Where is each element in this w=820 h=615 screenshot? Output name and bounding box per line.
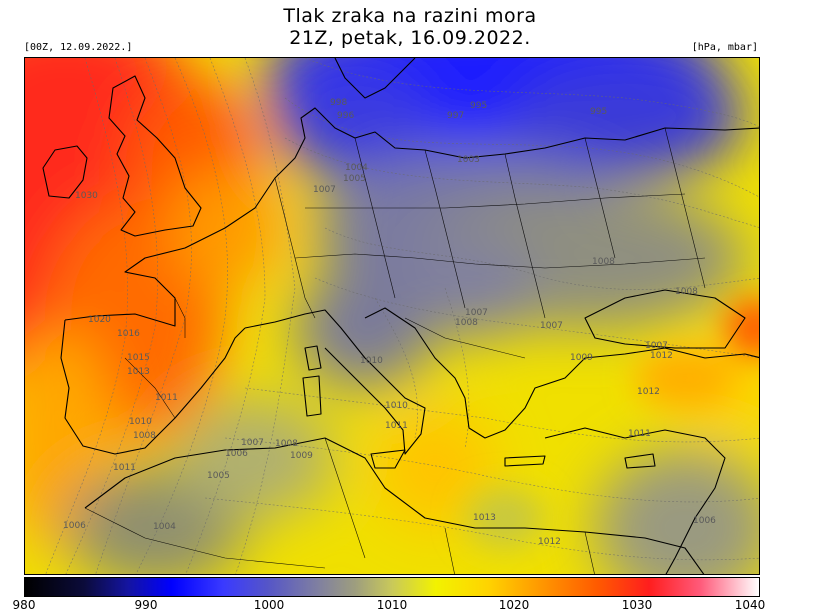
isobar-label: 1003 [457,155,480,165]
isobar-label: 1006 [225,449,248,459]
isobar-label: 1004 [345,163,368,173]
isobar-label: 1011 [155,393,178,403]
isobar-label: 1004 [153,522,176,532]
pressure-map-svg: 998 996 997 995 995 1004 1005 1003 1007 … [25,58,759,574]
isobar-label: 1010 [360,356,383,366]
isobar-label: 1008 [133,431,156,441]
colorbar-tick: 1040 [734,598,766,612]
isobar-label: 1010 [385,401,408,411]
isobar-label: 1005 [343,174,366,184]
isobar-label: 995 [590,107,607,117]
isobar-label: 1008 [275,439,298,449]
isobar-label: 1011 [385,421,408,431]
isobar-label: 1007 [540,321,563,331]
isobar-label: 1007 [465,308,488,318]
coastlines [42,58,759,574]
isobar-label: 1009 [570,353,593,363]
isobar-label: 1015 [127,353,150,363]
isobar-label: 995 [470,101,487,111]
isobar-label: 1009 [290,451,313,461]
colorbar-tick: 1020 [498,598,530,612]
isobar-label: 1008 [675,287,698,297]
isobar-label: 1006 [63,521,86,531]
isobar-label: 1008 [592,257,615,267]
isobar-label: 1008 [455,318,478,328]
isobar-label: 1007 [313,185,336,195]
isobar-label: 1013 [127,367,150,377]
colorbar-tick: 1030 [621,598,653,612]
isobar-label: 1012 [637,387,660,397]
isobar-label: 1013 [473,513,496,523]
isobar-label: 1006 [693,516,716,526]
isobar-label: 1012 [538,537,561,547]
units-label: [hPa, mbar] [691,42,758,53]
isobar-label: 1012 [650,351,673,361]
isobar-label: 1016 [117,329,140,339]
isobar-label: 1005 [207,471,230,481]
isobar-label: 1030 [75,191,98,201]
pressure-map: 998 996 997 995 995 1004 1005 1003 1007 … [24,57,760,575]
isobar-label: 1007 [241,438,264,448]
pressure-field [25,58,759,574]
isobar-label: 998 [330,98,347,108]
country-borders [84,127,706,574]
isobar-label: 996 [337,111,354,121]
pressure-colorbar [24,577,760,597]
isobar-label: 1011 [628,429,651,439]
isobar-label: 1011 [113,463,136,473]
isobar-label: 997 [447,111,464,121]
colorbar-tick: 1010 [376,598,408,612]
map-subtitle-valid-time: 21Z, petak, 16.09.2022. [289,27,531,49]
colorbar-tick: 1000 [253,598,285,612]
isobar-label: 1020 [88,315,111,325]
isobar-label: 1007 [645,341,668,351]
map-title: Tlak zraka na razini mora [283,5,537,27]
colorbar-tick: 990 [134,598,158,612]
colorbar-tick: 980 [12,598,36,612]
isobar-label: 1010 [129,417,152,427]
isobar-labels: 998 996 997 995 995 1004 1005 1003 1007 … [63,98,716,547]
model-run-label: [00Z, 12.09.2022.] [24,42,133,53]
